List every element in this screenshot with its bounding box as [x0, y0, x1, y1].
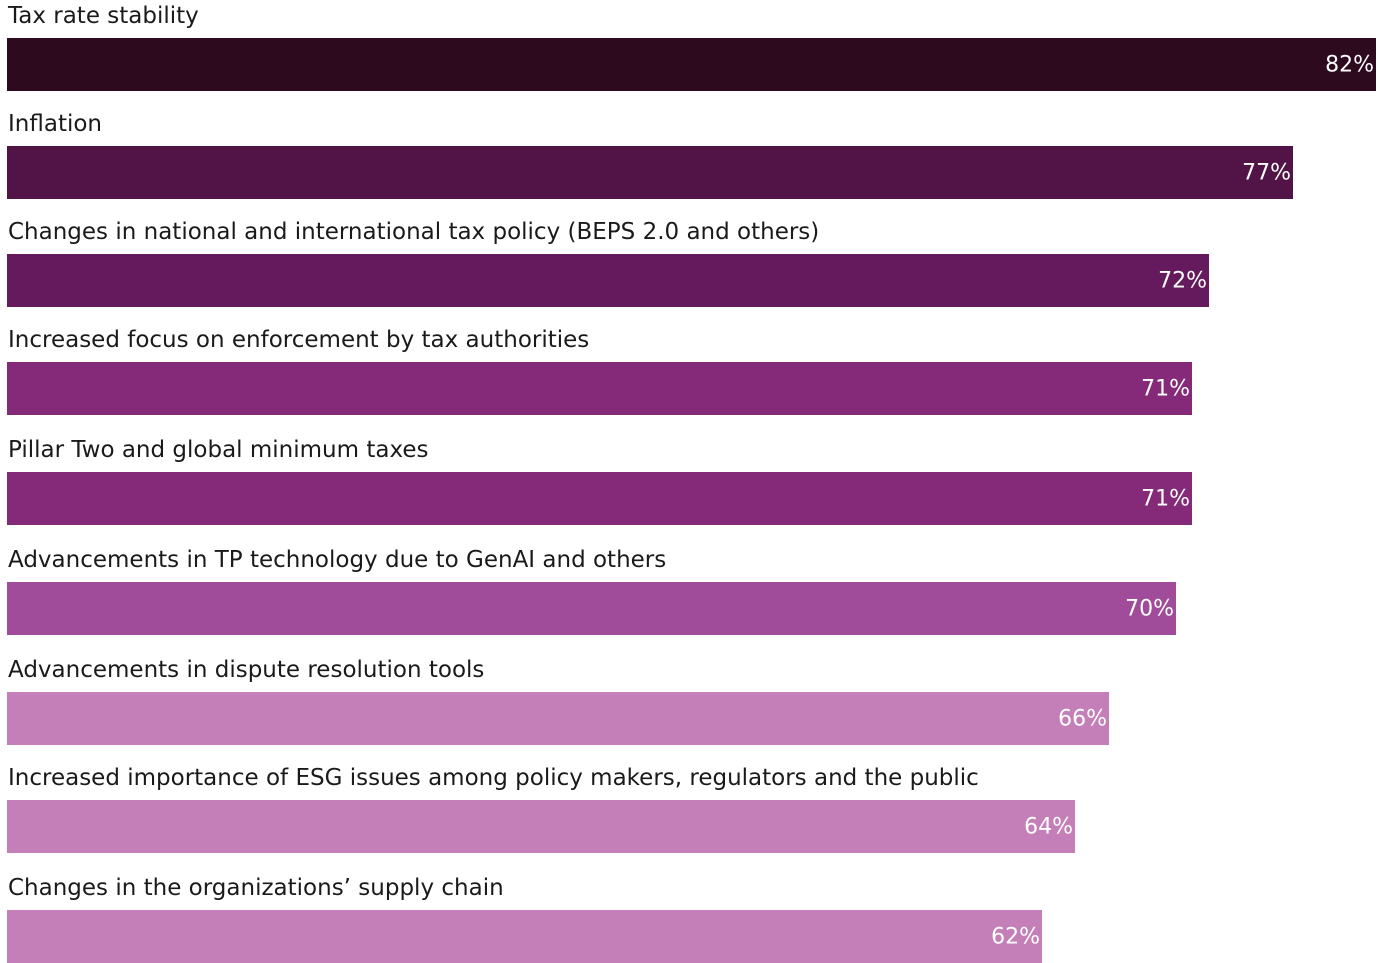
category-label: Increased focus on enforcement by tax au…	[8, 327, 590, 353]
category-label: Changes in the organizations’ supply cha…	[8, 875, 504, 901]
category-label: Inflation	[8, 111, 102, 137]
bar: 71%	[7, 472, 1192, 525]
category-label: Changes in national and international ta…	[8, 219, 820, 245]
value-label: 77%	[1242, 160, 1291, 185]
value-label: 66%	[1058, 706, 1107, 731]
bar: 71%	[7, 362, 1192, 415]
category-label: Pillar Two and global minimum taxes	[8, 437, 429, 463]
bar: 77%	[7, 146, 1293, 199]
value-label: 71%	[1141, 486, 1190, 511]
category-label: Advancements in TP technology due to Gen…	[8, 547, 667, 573]
value-label: 82%	[1325, 52, 1374, 77]
value-label: 71%	[1141, 376, 1190, 401]
category-label: Advancements in dispute resolution tools	[8, 657, 485, 683]
bar: 62%	[7, 910, 1042, 963]
category-label: Increased importance of ESG issues among…	[8, 765, 979, 791]
bar: 82%	[7, 38, 1376, 91]
category-label: Tax rate stability	[8, 3, 199, 29]
bar: 70%	[7, 582, 1176, 635]
bar: 66%	[7, 692, 1109, 745]
value-label: 64%	[1024, 814, 1073, 839]
value-label: 70%	[1125, 596, 1174, 621]
value-label: 62%	[991, 924, 1040, 949]
bar: 72%	[7, 254, 1209, 307]
value-label: 72%	[1158, 268, 1207, 293]
bar: 64%	[7, 800, 1075, 853]
